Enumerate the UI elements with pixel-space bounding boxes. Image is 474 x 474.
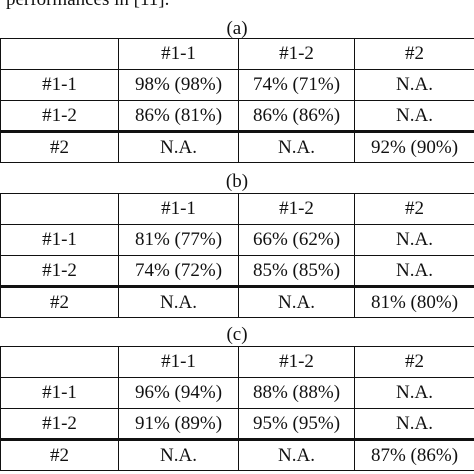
- header-cell: #1-2: [238, 38, 355, 70]
- table-row: #1-2 86% (81%) 86% (86%) N.A.: [0, 100, 474, 132]
- table-cell: 74% (71%): [238, 69, 355, 101]
- panel-label-b: (b): [225, 171, 249, 192]
- header-cell: #2: [354, 38, 474, 70]
- table-cell: N.A.: [238, 285, 355, 318]
- header-cell: [0, 346, 119, 378]
- results-table-a: #1-1 #1-2 #2 #1-1 98% (98%) 74% (71%) N.…: [0, 38, 474, 163]
- panel-label-c: (c): [226, 324, 248, 345]
- table-cell: N.A.: [238, 130, 355, 163]
- table-cell: N.A.: [118, 285, 239, 318]
- results-table-c: #1-1 #1-2 #2 #1-1 96% (94%) 88% (88%) N.…: [0, 346, 474, 471]
- table-row: #2 N.A. N.A. 87% (86%): [0, 438, 474, 471]
- row-label: #1-2: [0, 408, 119, 440]
- table-cell: N.A.: [354, 408, 474, 440]
- table-cell: 85% (85%): [238, 255, 355, 287]
- table-row: #1-1 96% (94%) 88% (88%) N.A.: [0, 377, 474, 409]
- table-cell: 81% (77%): [118, 224, 239, 256]
- header-cell: #1-1: [118, 193, 239, 225]
- table-cell: 91% (89%): [118, 408, 239, 440]
- table-row: #2 N.A. N.A. 81% (80%): [0, 285, 474, 318]
- header-cell: #1-2: [238, 346, 355, 378]
- table-cell: 96% (94%): [118, 377, 239, 409]
- row-label: #1-2: [0, 100, 119, 132]
- table-cell: 95% (95%): [238, 408, 355, 440]
- panel-label-a: (a): [226, 18, 248, 39]
- table-row: #1-2 91% (89%) 95% (95%) N.A.: [0, 408, 474, 440]
- row-label: #1-1: [0, 69, 119, 101]
- row-label: #2: [0, 438, 119, 471]
- table-cell: 88% (88%): [238, 377, 355, 409]
- table-cell: 81% (80%): [354, 285, 474, 318]
- header-cell: #1-1: [118, 38, 239, 70]
- table-cell: 87% (86%): [354, 438, 474, 471]
- header-cell: #1-1: [118, 346, 239, 378]
- table-cell: 74% (72%): [118, 255, 239, 287]
- table-row: #2 N.A. N.A. 92% (90%): [0, 130, 474, 163]
- header-row: #1-1 #1-2 #2: [0, 193, 474, 225]
- table-cell: 92% (90%): [354, 130, 474, 163]
- table-row: #1-1 81% (77%) 66% (62%) N.A.: [0, 224, 474, 256]
- table-cell: N.A.: [354, 377, 474, 409]
- table-cell: 86% (81%): [118, 100, 239, 132]
- table-cell: 98% (98%): [118, 69, 239, 101]
- header-cell: #1-2: [238, 193, 355, 225]
- table-cell: 86% (86%): [238, 100, 355, 132]
- header-row: #1-1 #1-2 #2: [0, 38, 474, 70]
- table-cell: N.A.: [354, 255, 474, 287]
- row-label: #2: [0, 130, 119, 163]
- table-caption: performances in [11].: [6, 0, 169, 11]
- table-cell: N.A.: [354, 100, 474, 132]
- header-cell: #2: [354, 346, 474, 378]
- table-cell: N.A.: [354, 69, 474, 101]
- row-label: #1-1: [0, 377, 119, 409]
- table-cell: N.A.: [118, 130, 239, 163]
- header-cell: [0, 38, 119, 70]
- header-cell: #2: [354, 193, 474, 225]
- results-table-b: #1-1 #1-2 #2 #1-1 81% (77%) 66% (62%) N.…: [0, 193, 474, 318]
- table-cell: N.A.: [238, 438, 355, 471]
- table-cell: N.A.: [118, 438, 239, 471]
- table-cell: 66% (62%): [238, 224, 355, 256]
- table-row: #1-1 98% (98%) 74% (71%) N.A.: [0, 69, 474, 101]
- header-row: #1-1 #1-2 #2: [0, 346, 474, 378]
- row-label: #1-2: [0, 255, 119, 287]
- row-label: #2: [0, 285, 119, 318]
- header-cell: [0, 193, 119, 225]
- table-row: #1-2 74% (72%) 85% (85%) N.A.: [0, 255, 474, 287]
- table-cell: N.A.: [354, 224, 474, 256]
- row-label: #1-1: [0, 224, 119, 256]
